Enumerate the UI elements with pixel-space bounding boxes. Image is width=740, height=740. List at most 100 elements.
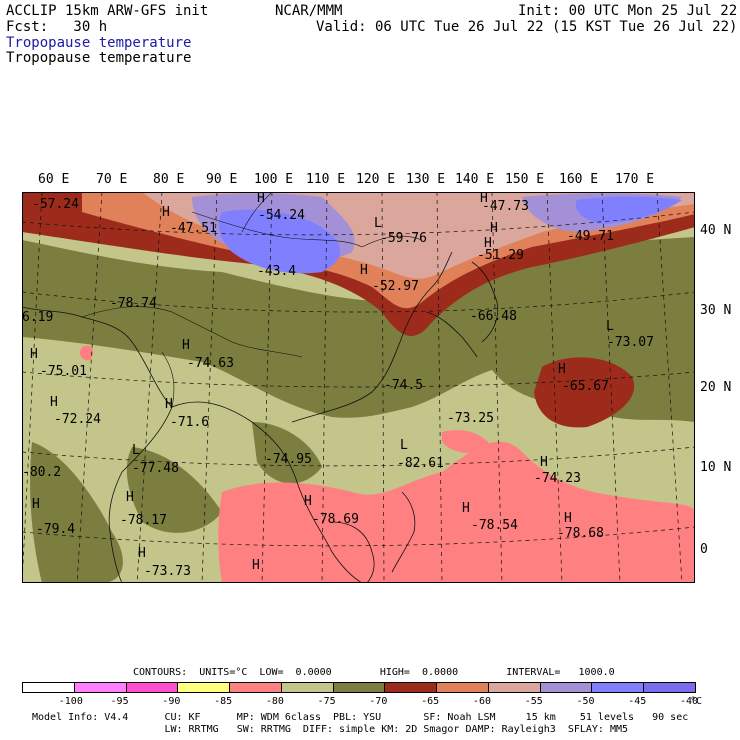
pressure-center-marker: H — [564, 511, 572, 526]
temperature-value-label: -72.24 — [54, 412, 101, 427]
colorbar-tick-label: -90 — [162, 696, 181, 707]
border — [161, 351, 175, 408]
temperature-value-label: -52.97 — [372, 279, 419, 294]
temperature-value-label: -47.73 — [482, 199, 529, 214]
colorbar-tick-label: -45 — [628, 696, 647, 707]
colorbar-tick-label: -75 — [317, 696, 336, 707]
colorbar-swatch — [73, 682, 127, 693]
colorbar-swatch — [591, 682, 645, 693]
pressure-center-marker: H — [30, 347, 38, 362]
colorbar-swatch — [332, 682, 386, 693]
pressure-center-marker: H — [490, 221, 498, 236]
pink-patch-sea — [442, 430, 492, 454]
temperature-value-label: -74.95 — [265, 452, 312, 467]
temperature-value-label: -65.67 — [562, 379, 609, 394]
colorbar-tick-label: -60 — [472, 696, 491, 707]
graticule — [22, 192, 695, 583]
colorbar-tick-label: -65 — [421, 696, 440, 707]
colorbar-swatch — [643, 682, 696, 693]
longitude-label: 150 E — [505, 172, 545, 187]
longitude-label: 70 E — [96, 172, 128, 187]
temperature-value-label: -43.4 — [257, 264, 296, 279]
longitude-label: 90 E — [206, 172, 238, 187]
colorbar-tick-label: -85 — [214, 696, 233, 707]
colorbar-tick-label: -50 — [576, 696, 595, 707]
longitude-label: 80 E — [153, 172, 185, 187]
temperature-value-label: 6.19 — [22, 310, 53, 325]
temperature-value-label: -73.07 — [607, 335, 654, 350]
pressure-center-marker: H — [257, 192, 265, 206]
tropopause-temperature-map: -57.24H-47.51H-54.24L-59.76H-47.73H-49.7… — [22, 192, 695, 583]
colorbar-swatch — [539, 682, 593, 693]
longitude-label: 160 E — [559, 172, 599, 187]
pressure-center-marker: L — [400, 438, 408, 453]
longitude-label: 110 E — [306, 172, 346, 187]
colorbar-swatch — [125, 682, 179, 693]
longitude-label: 120 E — [356, 172, 396, 187]
latitude-label: 30 N — [700, 303, 732, 318]
pressure-center-marker: H — [165, 397, 173, 412]
temperature-value-label: -59.76 — [380, 231, 427, 246]
temperature-value-label: -47.51 — [170, 221, 217, 236]
temperature-value-label: -74.23 — [534, 471, 581, 486]
temperature-value-label: -82.61 — [397, 456, 444, 471]
temperature-value-label: -78.68 — [557, 526, 604, 541]
temperature-value-label: -78.69 — [312, 512, 359, 527]
coastline — [426, 311, 478, 358]
temperature-value-label: -78.17 — [120, 513, 167, 528]
colorbar-swatch — [280, 682, 334, 693]
longitude-label: 100 E — [254, 172, 294, 187]
colorbar-tick-label: -95 — [110, 696, 129, 707]
temperature-value-label: -73.25 — [447, 411, 494, 426]
olive-band — [22, 237, 695, 422]
coastline — [471, 261, 499, 343]
colorbar-unit: °C — [690, 696, 703, 707]
contour-info: CONTOURS: UNITS=°C LOW= 0.0000 HIGH= 0.0… — [133, 667, 615, 678]
pressure-center-marker: H — [540, 455, 548, 470]
pressure-center-marker: H — [126, 490, 134, 505]
colorbar-swatch — [436, 682, 489, 693]
temperature-value-label: -49.71 — [567, 229, 614, 244]
colorbar-swatch — [177, 682, 231, 693]
coastline — [331, 521, 375, 583]
latitude-label: 0 — [700, 542, 708, 557]
latitude-label: 10 N — [700, 460, 732, 475]
border — [191, 211, 363, 248]
colorbar-tick-label: -80 — [265, 696, 284, 707]
olive-patch-india — [30, 442, 123, 583]
pink-patch-india — [79, 345, 94, 361]
temperature-value-label: -80.2 — [22, 465, 61, 480]
model-title: ACCLIP 15km ARW-GFS init — [6, 3, 209, 19]
pressure-annotations: -57.24H-47.51H-54.24L-59.76H-47.73H-49.7… — [22, 192, 654, 579]
temperature-value-label: -74.63 — [187, 356, 234, 371]
pressure-center-marker: H — [252, 558, 260, 573]
pressure-center-marker: H — [162, 205, 170, 220]
field-title-primary: Tropopause temperature — [6, 35, 192, 51]
colorbar-swatch — [384, 682, 438, 693]
blue-high-west — [219, 209, 341, 274]
temperature-value-label: -78.74 — [110, 296, 157, 311]
temperature-value-label: -75.01 — [40, 364, 87, 379]
latitude-label: 40 N — [700, 223, 732, 238]
coastline — [171, 401, 363, 583]
longitude-label: 60 E — [38, 172, 70, 187]
pressure-center-marker: H — [32, 497, 40, 512]
temperature-value-label: -71.6 — [170, 415, 209, 430]
border — [81, 306, 303, 358]
longitude-label: 170 E — [615, 172, 655, 187]
colorbar-swatch — [229, 682, 282, 693]
temperature-value-label: -54.24 — [258, 208, 305, 223]
pressure-center-marker: H — [182, 338, 190, 353]
model-info-line1: Model Info: V4.4 CU: KF MP: WDM 6class P… — [32, 712, 689, 723]
olive-patch-bay — [126, 447, 222, 533]
temperature-value-label: -74.5 — [384, 378, 423, 393]
colorbar-swatch — [22, 682, 75, 693]
pressure-center-marker: H — [360, 263, 368, 278]
field-title-secondary: Tropopause temperature — [6, 50, 192, 66]
valid-time: Valid: 06 UTC Tue 26 Jul 22 (15 KST Tue … — [316, 19, 738, 35]
longitude-label: 130 E — [406, 172, 446, 187]
pressure-center-marker: H — [138, 546, 146, 561]
pressure-center-marker: H — [558, 362, 566, 377]
temperature-value-label: -73.73 — [144, 564, 191, 579]
pressure-center-marker: H — [484, 236, 492, 251]
